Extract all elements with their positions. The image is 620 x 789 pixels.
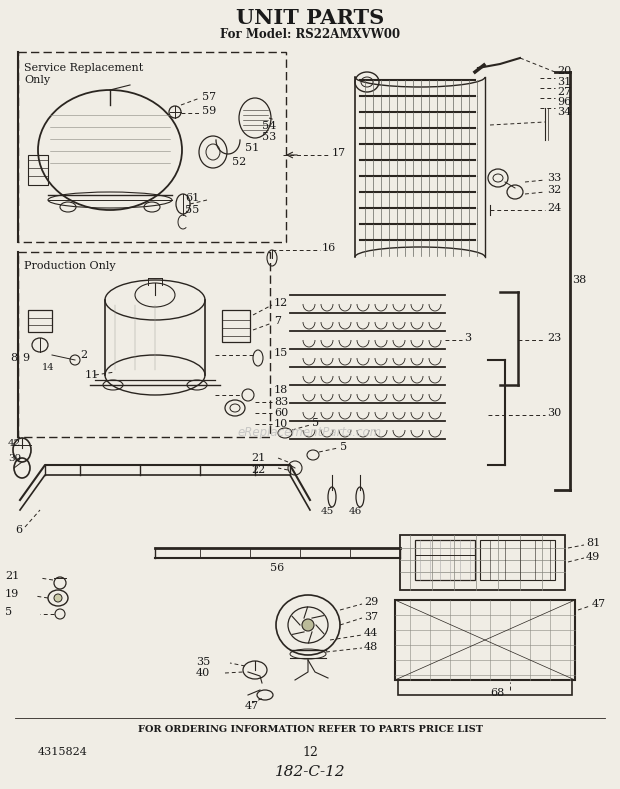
Text: 34: 34 <box>557 107 571 117</box>
Text: 46: 46 <box>348 507 361 515</box>
Text: 52: 52 <box>232 157 246 167</box>
Text: 59: 59 <box>202 106 216 116</box>
Text: 7: 7 <box>274 316 281 326</box>
Text: 53: 53 <box>262 132 277 142</box>
Text: 49: 49 <box>586 552 600 562</box>
Text: 31: 31 <box>557 77 571 87</box>
Text: 21: 21 <box>250 453 265 463</box>
Text: 51: 51 <box>245 143 259 153</box>
Text: Production Only: Production Only <box>24 261 115 271</box>
Text: 60: 60 <box>274 408 288 418</box>
Text: 35: 35 <box>196 657 210 667</box>
Text: 40: 40 <box>196 668 210 678</box>
Text: 30: 30 <box>547 408 561 418</box>
Text: eReplacementParts.com: eReplacementParts.com <box>238 425 382 439</box>
Text: For Model: RS22AMXVW00: For Model: RS22AMXVW00 <box>220 28 400 40</box>
Bar <box>28 155 48 185</box>
Bar <box>400 535 565 590</box>
Text: 54: 54 <box>262 121 277 131</box>
Text: 45: 45 <box>321 507 334 515</box>
Text: 42: 42 <box>8 439 21 447</box>
Text: 18: 18 <box>274 385 288 395</box>
Text: 81: 81 <box>586 538 600 548</box>
Text: 61: 61 <box>185 193 199 203</box>
Text: 56: 56 <box>270 563 284 573</box>
Text: 12: 12 <box>274 298 288 308</box>
Text: 47: 47 <box>592 599 606 609</box>
Text: 19: 19 <box>5 589 19 599</box>
Ellipse shape <box>355 72 379 92</box>
Text: 37: 37 <box>364 612 378 622</box>
Text: 9: 9 <box>22 353 29 363</box>
Ellipse shape <box>54 594 62 602</box>
Text: 29: 29 <box>364 597 378 607</box>
Text: 6: 6 <box>15 525 22 535</box>
Text: 96: 96 <box>557 97 571 107</box>
Text: FOR ORDERING INFORMATION REFER TO PARTS PRICE LIST: FOR ORDERING INFORMATION REFER TO PARTS … <box>138 726 482 735</box>
Text: 22: 22 <box>250 465 265 475</box>
Bar <box>415 540 475 580</box>
Text: 11: 11 <box>85 370 99 380</box>
Text: 5: 5 <box>340 442 347 452</box>
Text: 14: 14 <box>42 362 55 372</box>
Text: 44: 44 <box>364 628 378 638</box>
Text: 47: 47 <box>245 701 259 711</box>
Bar <box>28 310 52 332</box>
Text: 23: 23 <box>547 333 561 343</box>
Text: 5: 5 <box>5 607 12 617</box>
Text: 68: 68 <box>490 688 504 698</box>
Text: Only: Only <box>24 75 50 85</box>
Text: 48: 48 <box>364 642 378 652</box>
Text: 83: 83 <box>274 397 288 407</box>
Bar <box>398 680 572 695</box>
Text: 39: 39 <box>8 454 21 462</box>
Text: 57: 57 <box>202 92 216 102</box>
Ellipse shape <box>302 619 314 631</box>
Text: 15: 15 <box>274 348 288 358</box>
Text: 17: 17 <box>332 148 346 158</box>
Text: 24: 24 <box>547 203 561 213</box>
Text: 55: 55 <box>185 205 199 215</box>
Text: 21: 21 <box>5 571 19 581</box>
Text: 4315824: 4315824 <box>38 747 88 757</box>
Text: 3: 3 <box>464 333 471 343</box>
Text: 10: 10 <box>274 419 288 429</box>
Bar <box>222 310 250 342</box>
Bar <box>395 600 575 680</box>
Text: 20: 20 <box>557 66 571 76</box>
Text: 32: 32 <box>547 185 561 195</box>
Text: 182-C-12: 182-C-12 <box>275 765 345 779</box>
Bar <box>480 540 555 580</box>
Text: 5: 5 <box>312 418 319 428</box>
Text: 12: 12 <box>302 746 318 758</box>
Text: UNIT PARTS: UNIT PARTS <box>236 8 384 28</box>
Text: 33: 33 <box>547 173 561 183</box>
Text: Service Replacement: Service Replacement <box>24 63 143 73</box>
Bar <box>18 252 270 437</box>
Text: 2: 2 <box>80 350 87 360</box>
Text: 16: 16 <box>322 243 336 253</box>
Text: 8: 8 <box>10 353 17 363</box>
Bar <box>18 52 286 242</box>
Ellipse shape <box>135 283 175 307</box>
Text: 38: 38 <box>572 275 587 285</box>
Text: 27: 27 <box>557 87 571 97</box>
